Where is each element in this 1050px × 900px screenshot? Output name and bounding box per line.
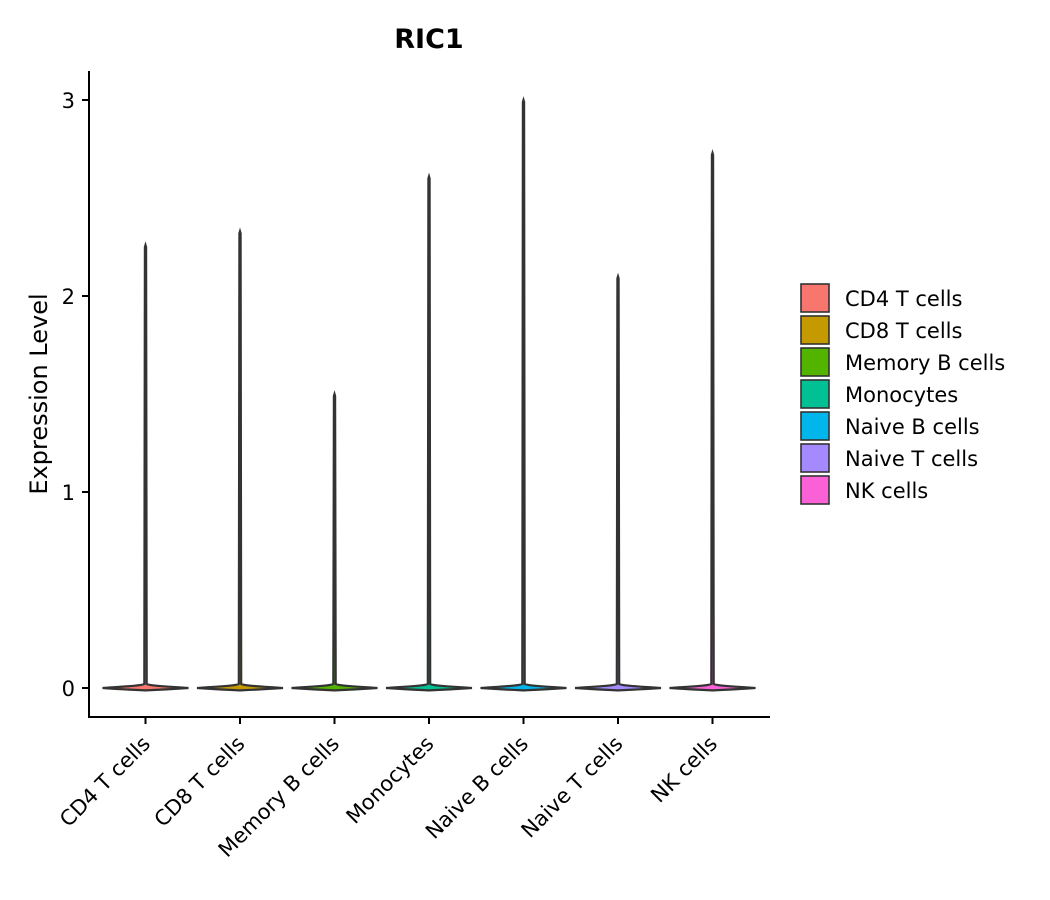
legend-label: Naive T cells <box>845 447 978 471</box>
violin-naive-t-cells <box>574 272 662 692</box>
legend-label: Monocytes <box>845 383 958 407</box>
legend-key <box>800 347 830 377</box>
x-tick-label: NK cells <box>646 732 722 808</box>
legend-label: CD4 T cells <box>845 287 962 311</box>
chart-title: RIC1 <box>394 24 463 55</box>
violin-naive-b-cells <box>480 96 567 692</box>
legend-label: CD8 T cells <box>845 319 962 343</box>
y-tick-label: 1 <box>62 481 75 505</box>
x-tick-label: CD8 T cells <box>150 732 250 832</box>
y-axis-ticks: 0 1 2 3 <box>62 89 89 701</box>
violin-nk-cells <box>669 149 756 692</box>
legend-label: Naive B cells <box>845 415 980 439</box>
violin-memory-b-cells <box>291 390 378 692</box>
legend-label: NK cells <box>845 479 928 503</box>
violins-group <box>102 96 756 692</box>
legend: CD4 T cells CD8 T cells Memory B cells Mono… <box>800 283 1005 505</box>
y-tick-label: 3 <box>62 89 75 113</box>
y-axis-label: Expression Level <box>25 293 53 494</box>
legend-key <box>800 411 830 441</box>
legend-label: Memory B cells <box>845 351 1005 375</box>
legend-key <box>800 443 830 473</box>
legend-key <box>800 475 830 505</box>
violin-cd8-t-cells <box>196 227 284 692</box>
legend-key <box>800 283 830 313</box>
x-tick-label: Naive T cells <box>517 732 628 843</box>
legend-key <box>800 379 830 409</box>
violin-monocytes <box>385 172 473 692</box>
legend-key <box>800 315 830 345</box>
y-tick-label: 2 <box>62 285 75 309</box>
y-tick-label: 0 <box>62 677 75 701</box>
x-tick-label: Monocytes <box>342 732 439 829</box>
violin-cd4-t-cells <box>102 241 189 692</box>
x-tick-label: CD4 T cells <box>55 732 155 832</box>
